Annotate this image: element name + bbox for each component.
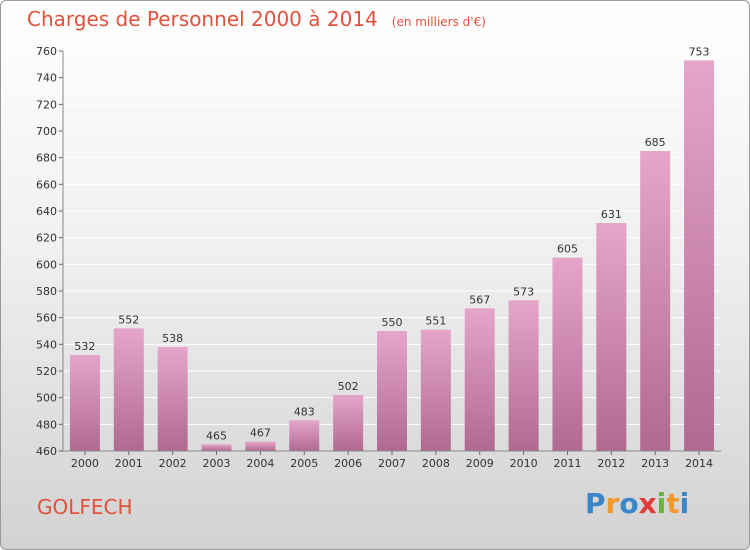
x-tick-label: 2003	[203, 457, 231, 470]
bar-value-label: 573	[513, 285, 534, 298]
bars: 532 552 538 465 467 483 502 550 551 567 573 605 631 6…	[69, 45, 715, 451]
x-tick-label: 2011	[553, 457, 581, 470]
bar	[69, 355, 100, 451]
y-tick-label: 740	[36, 72, 57, 85]
y-tick-label: 660	[36, 178, 57, 191]
bar	[333, 395, 364, 451]
logo-letter: x	[638, 487, 657, 520]
bar-value-label: 502	[338, 380, 359, 393]
x-tick-label: 2009	[466, 457, 494, 470]
x-tick-label: 2002	[159, 457, 187, 470]
bar-value-label: 552	[118, 313, 139, 326]
y-tick-label: 620	[36, 232, 57, 245]
bar-value-label: 567	[469, 293, 490, 306]
bar	[508, 300, 539, 451]
bar-value-label: 467	[250, 427, 271, 440]
bar-value-label: 550	[382, 316, 403, 329]
bar	[464, 308, 495, 451]
logo-letter: r	[605, 487, 620, 520]
bar	[113, 328, 144, 451]
bar	[684, 60, 715, 451]
bar	[289, 420, 320, 451]
bar-value-label: 532	[74, 340, 95, 353]
x-tick-label: 2000	[71, 457, 99, 470]
chart-title: Charges de Personnel 2000 à 2014 (en mill…	[27, 7, 486, 31]
logo-letter: t	[666, 487, 680, 520]
x-tick-label: 2001	[115, 457, 143, 470]
x-tick-label: 2008	[422, 457, 450, 470]
x-tick-label: 2005	[290, 457, 318, 470]
bar	[157, 347, 188, 451]
x-tick-label: 2006	[334, 457, 362, 470]
y-tick-label: 520	[36, 365, 57, 378]
bar	[201, 444, 232, 451]
x-tick-label: 2013	[641, 457, 669, 470]
y-tick-label: 760	[36, 45, 57, 58]
bar	[596, 223, 627, 451]
x-tick-label: 2007	[378, 457, 406, 470]
y-axis: 460 480 500 520 540 560 580 600 620 640 660 680 700 7…	[36, 45, 64, 458]
bar	[552, 257, 583, 451]
y-tick-label: 500	[36, 392, 57, 405]
proxiti-logo: Proxiti	[585, 487, 689, 520]
bar-value-label: 483	[294, 405, 315, 418]
x-tick-label: 2004	[246, 457, 274, 470]
y-tick-label: 700	[36, 125, 57, 138]
logo-letter: i	[679, 487, 690, 520]
logo-letter: P	[585, 487, 606, 520]
bar-value-label: 465	[206, 429, 227, 442]
y-tick-label: 720	[36, 98, 57, 111]
y-tick-label: 480	[36, 418, 57, 431]
bar	[640, 151, 671, 451]
bar	[420, 329, 451, 451]
y-tick-label: 460	[36, 445, 57, 458]
bar-value-label: 538	[162, 332, 183, 345]
bar	[377, 331, 407, 451]
chart-title-text: Charges de Personnel 2000 à 2014	[27, 7, 378, 31]
x-tick-label: 2010	[510, 457, 538, 470]
y-tick-label: 580	[36, 285, 57, 298]
y-tick-label: 680	[36, 152, 57, 165]
bar-value-label: 685	[645, 136, 666, 149]
logo-letter: i	[656, 487, 667, 520]
y-tick-label: 540	[36, 338, 57, 351]
bar-value-label: 605	[557, 243, 578, 256]
y-tick-label: 640	[36, 205, 57, 218]
chart-subtitle: (en milliers d'€)	[391, 15, 486, 29]
town-name: GOLFECH	[37, 495, 133, 519]
bar	[245, 441, 276, 451]
x-axis: 2000 2001 2002 2003 2004 2005 2006 2007 2008 2009…	[63, 450, 721, 470]
y-tick-label: 600	[36, 258, 57, 271]
y-tick-label: 560	[36, 312, 57, 325]
x-tick-label: 2014	[685, 457, 713, 470]
bar-value-label: 753	[689, 45, 710, 58]
logo-letter: o	[619, 487, 639, 520]
x-tick-label: 2012	[597, 457, 625, 470]
bar-value-label: 631	[601, 208, 622, 221]
bar-value-label: 551	[425, 315, 446, 328]
